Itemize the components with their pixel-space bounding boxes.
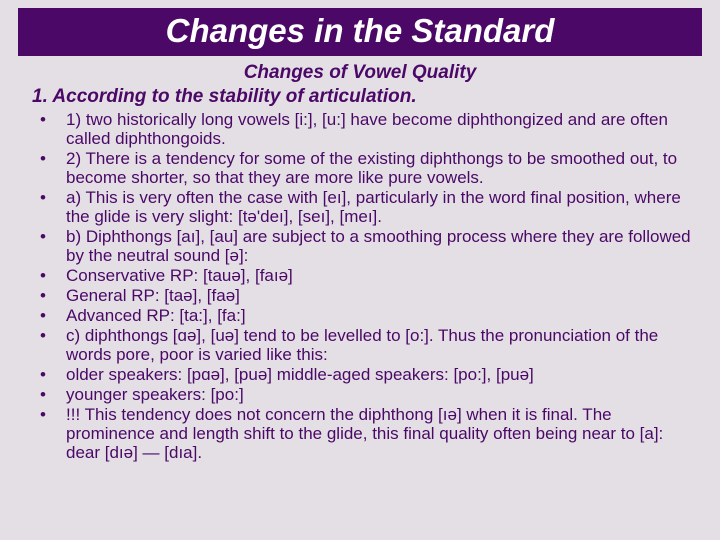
list-item: b) Diphthongs [aı], [au] are subject to … (32, 227, 694, 265)
bullet-text: a) This is very often the case with [eı]… (66, 188, 681, 226)
bullet-text: Conservative RP: [tauə], [faıə] (66, 266, 293, 285)
list-item: General RP: [taə], [faə] (32, 286, 694, 305)
bullet-text: General RP: [taə], [faə] (66, 286, 240, 305)
bullet-list: 1) two historically long vowels [i:], [u… (26, 110, 694, 463)
bullet-text: older speakers: [pɑə], [puə] middle-aged… (66, 365, 534, 384)
list-item: 1) two historically long vowels [i:], [u… (32, 110, 694, 148)
slide-title: Changes in the Standard (18, 8, 702, 56)
bullet-text: younger speakers: [po:] (66, 385, 244, 404)
list-item: Conservative RP: [tauə], [faıə] (32, 266, 694, 285)
slide-container: Changes in the Standard Changes of Vowel… (0, 0, 720, 540)
list-item: older speakers: [pɑə], [puə] middle-aged… (32, 365, 694, 384)
list-item: 2) There is a tendency for some of the e… (32, 149, 694, 187)
list-item: Advanced RP: [ta:], [fa:] (32, 306, 694, 325)
list-item: a) This is very often the case with [eı]… (32, 188, 694, 226)
bullet-text: 2) There is a tendency for some of the e… (66, 149, 677, 187)
bullet-text: b) Diphthongs [aı], [au] are subject to … (66, 227, 691, 265)
bullet-text: 1) two historically long vowels [i:], [u… (66, 110, 668, 148)
list-item: !!! This tendency does not concern the d… (32, 405, 694, 462)
bullet-text: c) diphthongs [ɑə], [uə] tend to be leve… (66, 326, 658, 364)
section-heading: 1. According to the stability of articul… (32, 86, 694, 108)
list-item: younger speakers: [po:] (32, 385, 694, 404)
bullet-text: Advanced RP: [ta:], [fa:] (66, 306, 246, 325)
bullet-text: !!! This tendency does not concern the d… (66, 405, 663, 462)
list-item: c) diphthongs [ɑə], [uə] tend to be leve… (32, 326, 694, 364)
subtitle: Changes of Vowel Quality (26, 62, 694, 85)
